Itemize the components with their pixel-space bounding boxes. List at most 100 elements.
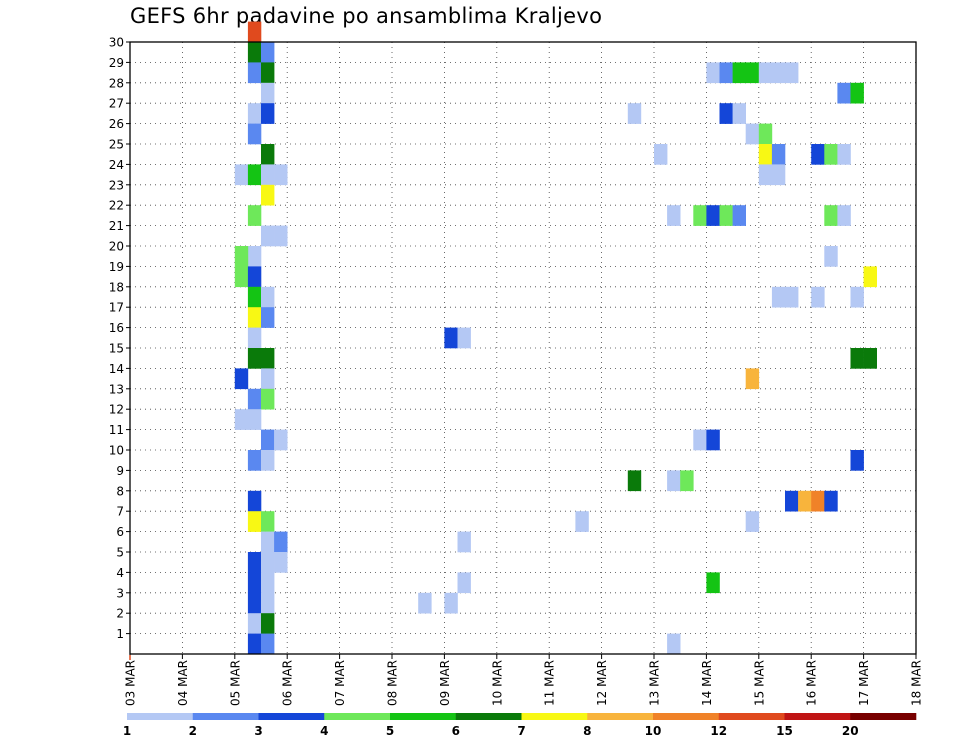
y-tick-label: 26 bbox=[109, 117, 124, 131]
heatmap-cell bbox=[247, 42, 262, 63]
heatmap-cell bbox=[261, 572, 275, 594]
y-tick-label: 18 bbox=[109, 280, 124, 294]
heatmap-cell bbox=[261, 592, 275, 614]
heatmap-cell bbox=[771, 62, 786, 84]
y-tick-label: 28 bbox=[109, 76, 124, 90]
heatmap-cell bbox=[261, 450, 275, 471]
heatmap-cell bbox=[837, 205, 851, 226]
heatmap-cell bbox=[758, 123, 773, 145]
x-tick-label: 03 MAR bbox=[124, 660, 138, 706]
heatmap-cell bbox=[234, 164, 249, 186]
colorbar-segment bbox=[390, 713, 457, 720]
heatmap-cell bbox=[771, 144, 786, 165]
heatmap-cell bbox=[247, 450, 262, 471]
y-tick-label: 23 bbox=[109, 178, 124, 192]
cells-layer bbox=[234, 21, 877, 655]
colorbar-segment bbox=[192, 713, 259, 720]
y-tick-label: 13 bbox=[109, 382, 124, 396]
y-tick-label: 22 bbox=[109, 199, 124, 213]
heatmap-cell bbox=[850, 286, 864, 308]
heatmap-cell bbox=[247, 123, 262, 145]
colorbar-level-label: 1 bbox=[123, 724, 131, 738]
colorbar-level-label: 5 bbox=[386, 724, 394, 738]
x-tick-label: 07 MAR bbox=[333, 660, 347, 706]
colorbar-segment bbox=[521, 713, 588, 720]
heatmap-cell bbox=[247, 572, 262, 594]
heatmap-cell bbox=[850, 82, 864, 104]
x-tick-label: 09 MAR bbox=[438, 660, 452, 706]
heatmap-cell bbox=[247, 266, 262, 288]
heatmap-cell bbox=[798, 490, 812, 512]
heatmap-cell bbox=[785, 490, 799, 512]
heatmap-cell bbox=[247, 613, 262, 634]
y-tick-label: 20 bbox=[109, 240, 124, 254]
y-tick-label: 8 bbox=[116, 484, 124, 498]
x-tick-label: 18 MAR bbox=[910, 660, 924, 706]
heatmap-cell bbox=[261, 62, 275, 84]
y-tick-label: 4 bbox=[116, 566, 124, 580]
y-tick-label: 12 bbox=[109, 403, 124, 417]
colorbar-level-label: 10 bbox=[645, 724, 662, 738]
x-tick-label: 08 MAR bbox=[386, 660, 400, 706]
heatmap-cell bbox=[261, 82, 275, 104]
colorbar: 1 2 3 4 5 6 7 8 10 12 15 20 bbox=[123, 713, 917, 738]
colorbar-level-label: 7 bbox=[517, 724, 525, 738]
y-tick-label: 10 bbox=[109, 444, 124, 458]
x-tick-label: 16 MAR bbox=[805, 660, 819, 706]
heatmap-cell bbox=[627, 470, 642, 492]
colorbar-segment bbox=[258, 713, 325, 720]
colorbar-level-label: 6 bbox=[452, 724, 460, 738]
heatmap-cell bbox=[706, 429, 720, 451]
y-axis: 1234567891011121314151617181920212223242… bbox=[109, 36, 130, 641]
heatmap-cell bbox=[247, 552, 262, 573]
heatmap-cell bbox=[234, 409, 249, 430]
x-tick-label: 05 MAR bbox=[228, 660, 242, 706]
heatmap-cell bbox=[261, 164, 275, 186]
heatmap-cell bbox=[863, 266, 877, 288]
x-tick-label: 10 MAR bbox=[490, 660, 504, 706]
heatmap-cell bbox=[261, 307, 275, 328]
y-tick-label: 30 bbox=[109, 36, 124, 50]
heatmap-cell bbox=[824, 144, 838, 165]
x-tick-label: 14 MAR bbox=[700, 660, 714, 706]
heatmap-cell bbox=[706, 572, 720, 594]
heatmap-cell bbox=[247, 21, 262, 43]
heatmap-cell bbox=[274, 429, 288, 451]
colorbar-level-label: 20 bbox=[842, 724, 859, 738]
colorbar-segment bbox=[324, 713, 391, 720]
heatmap-cell bbox=[575, 511, 589, 532]
heatmap-cell bbox=[811, 286, 825, 308]
heatmap-cell bbox=[785, 62, 799, 84]
heatmap-cell bbox=[863, 348, 877, 369]
heatmap-cell bbox=[719, 103, 733, 124]
heatmap-cell bbox=[771, 286, 786, 308]
heatmap-cell bbox=[261, 429, 275, 451]
colorbar-level-label: 12 bbox=[710, 724, 727, 738]
y-tick-label: 7 bbox=[116, 505, 124, 519]
heatmap-cell bbox=[247, 103, 262, 124]
y-tick-label: 1 bbox=[116, 627, 124, 641]
heatmap-cell bbox=[771, 164, 786, 186]
heatmap-cell bbox=[261, 42, 275, 63]
heatmap-cell bbox=[247, 633, 262, 655]
heatmap-cell bbox=[261, 348, 275, 369]
heatmap-cell bbox=[247, 490, 262, 512]
heatmap-cell bbox=[444, 592, 458, 614]
y-tick-label: 16 bbox=[109, 321, 124, 335]
heatmap-cell bbox=[732, 103, 746, 124]
heatmap-cell bbox=[444, 327, 458, 349]
heatmap-cell bbox=[247, 327, 262, 349]
x-tick-label: 13 MAR bbox=[648, 660, 662, 706]
heatmap-cell bbox=[706, 62, 720, 84]
colorbar-segment bbox=[653, 713, 720, 720]
heatmap-cell bbox=[745, 511, 760, 532]
heatmap-cell bbox=[732, 62, 746, 84]
heatmap-cell bbox=[719, 205, 733, 226]
y-tick-label: 9 bbox=[116, 464, 124, 478]
colorbar-segment bbox=[850, 713, 917, 720]
heatmap-cell bbox=[247, 164, 262, 186]
x-tick-label: 12 MAR bbox=[595, 660, 609, 706]
heatmap-cell bbox=[745, 368, 760, 390]
x-tick-label: 04 MAR bbox=[176, 660, 190, 706]
y-tick-label: 15 bbox=[109, 342, 124, 356]
